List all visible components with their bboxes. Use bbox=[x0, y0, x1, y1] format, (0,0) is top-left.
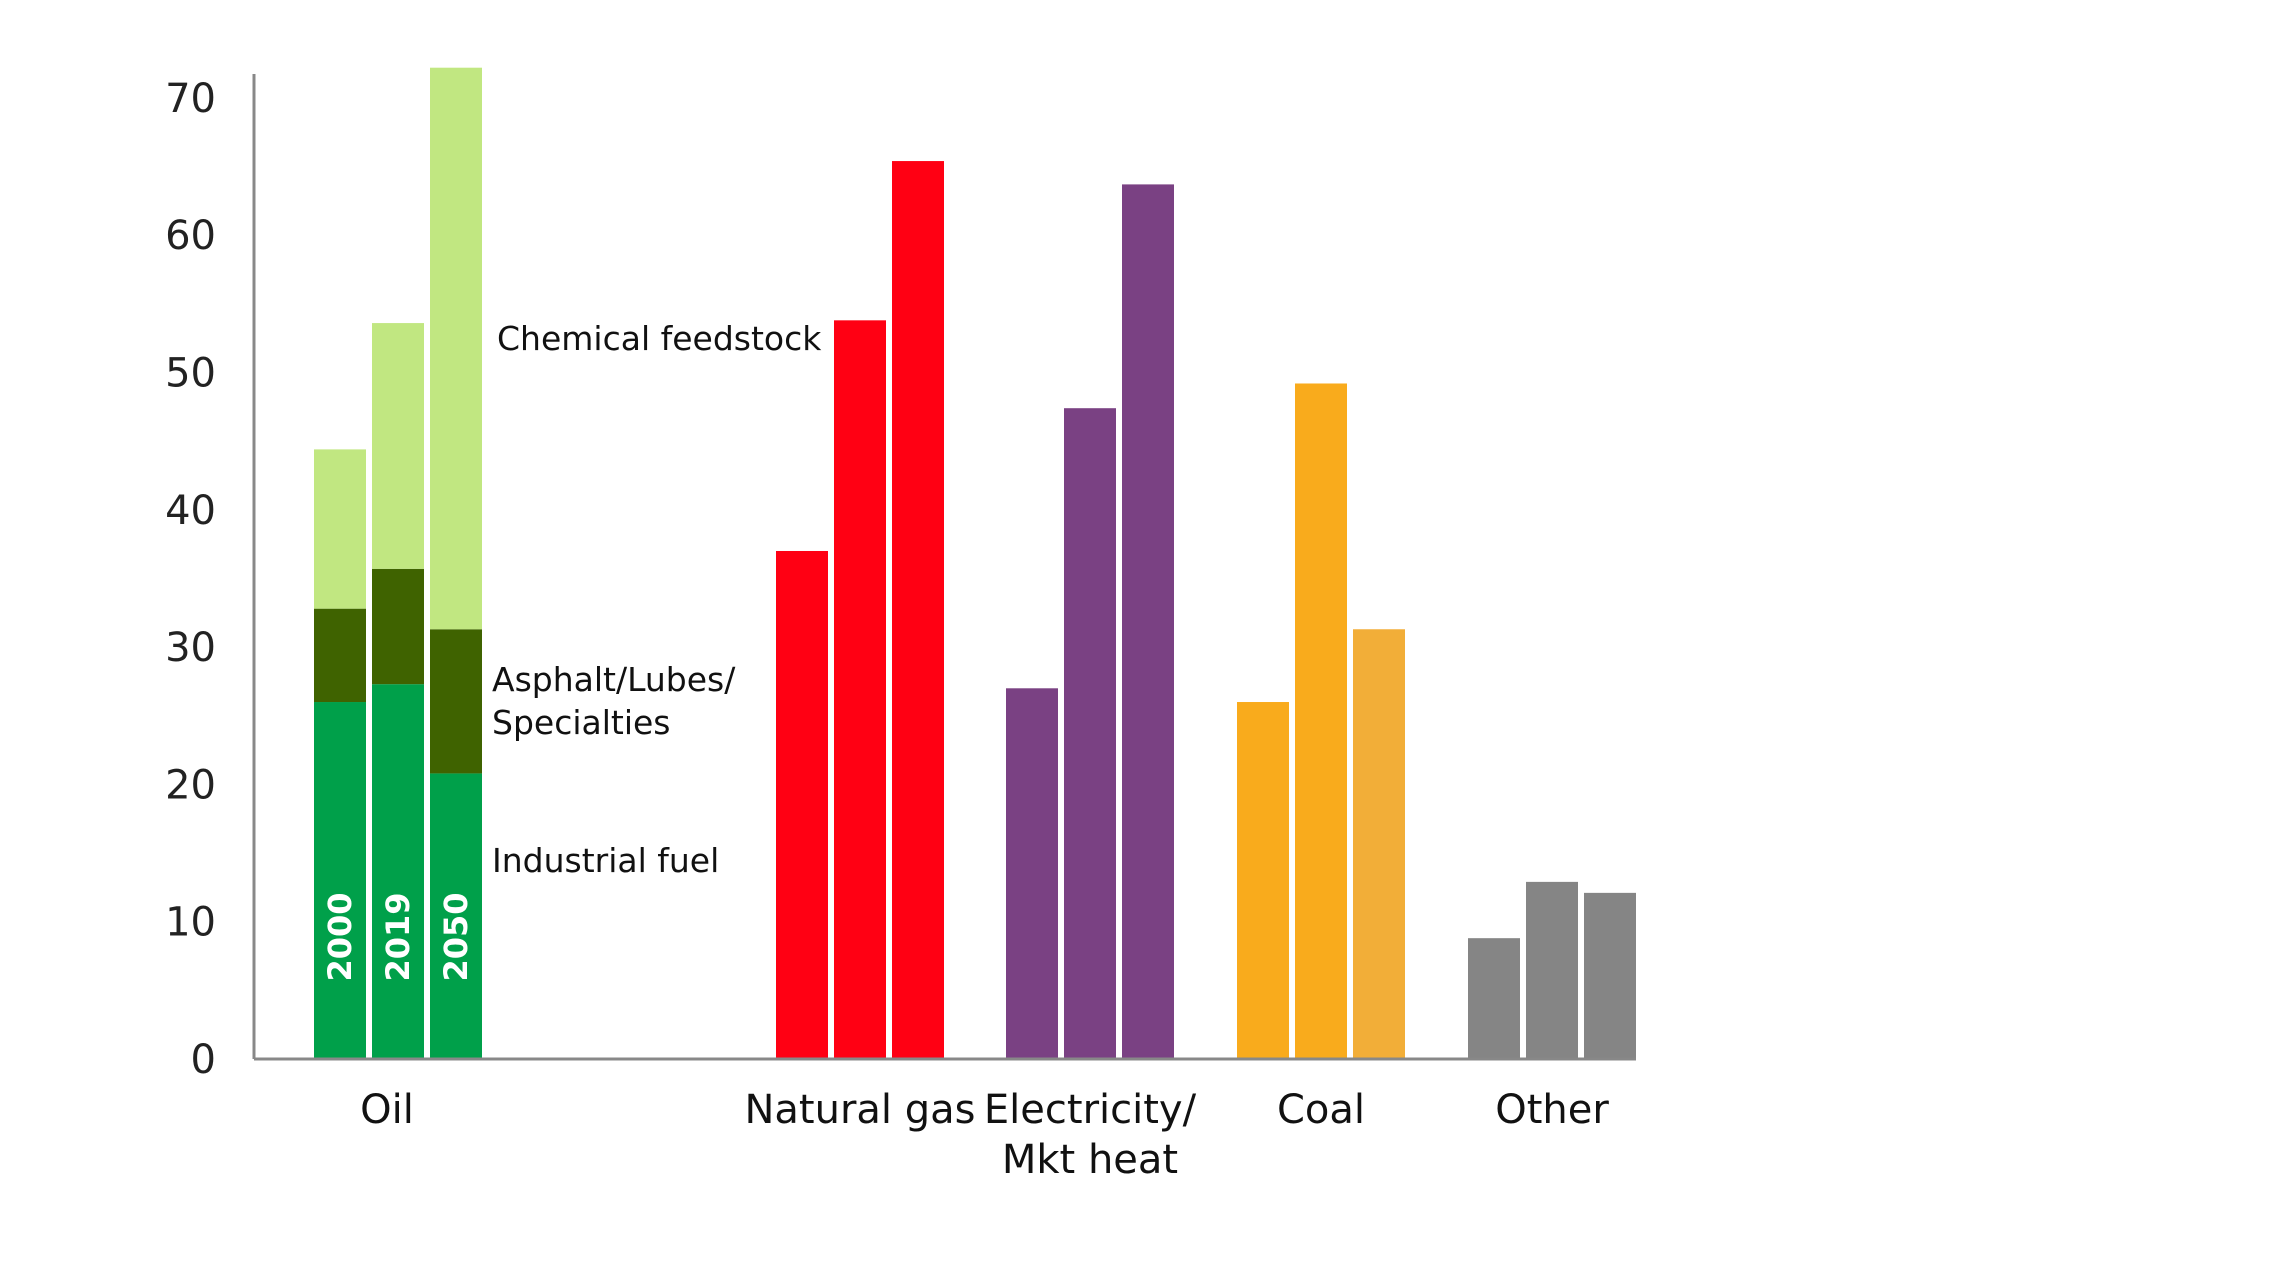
oil-bar-segment-asphalt-lubes-specialties bbox=[372, 568, 424, 685]
year-label: 2050 bbox=[437, 892, 475, 981]
annotation-asphalt-line2: Specialties bbox=[492, 703, 671, 742]
y-tick-label: 60 bbox=[165, 213, 216, 259]
oil-bar-segment-asphalt-lubes-specialties bbox=[430, 629, 482, 774]
oil-bar-segment-asphalt-lubes-specialties bbox=[314, 608, 366, 703]
oil-bar-segment-chemical-feedstock bbox=[314, 449, 366, 609]
labels-layer: 0 10 20 30 40 50 60 70 2000 2019 2050 Oil Chemical f… bbox=[165, 76, 1609, 1183]
bar-other-2050 bbox=[1584, 892, 1636, 1059]
category-label-line: Natural gas bbox=[745, 1087, 976, 1133]
bar-other-2000 bbox=[1468, 938, 1520, 1059]
category-label-line: Electricity/ bbox=[984, 1087, 1197, 1133]
category-label-oil: Oil bbox=[360, 1087, 414, 1133]
oil-bar-segment-chemical-feedstock bbox=[430, 67, 482, 630]
bar-natural-gas-2050 bbox=[892, 161, 944, 1060]
annotation-chemical-feedstock: Chemical feedstock bbox=[497, 319, 822, 358]
category-label-line: Mkt heat bbox=[1002, 1137, 1178, 1183]
bar-electricity-mkt-heat-2000 bbox=[1006, 688, 1058, 1059]
annotation-industrial-fuel: Industrial fuel bbox=[492, 841, 719, 880]
bar-other-2019 bbox=[1526, 881, 1578, 1059]
bar-coal-2050 bbox=[1353, 629, 1405, 1059]
bar-electricity-mkt-heat-2050 bbox=[1122, 184, 1174, 1060]
y-tick-label: 70 bbox=[165, 76, 216, 122]
oil-bar-segment-industrial-fuel bbox=[430, 773, 482, 1059]
annotation-asphalt-line1: Asphalt/Lubes/ bbox=[492, 660, 736, 699]
bar-coal-2019 bbox=[1295, 383, 1347, 1059]
category-label-line: Other bbox=[1495, 1087, 1609, 1133]
bar-coal-2000 bbox=[1237, 702, 1289, 1059]
axes-layer bbox=[252, 74, 1636, 1061]
y-tick-label: 10 bbox=[165, 900, 216, 946]
y-tick-label: 0 bbox=[191, 1037, 216, 1083]
y-tick-label: 30 bbox=[165, 625, 216, 671]
y-tick-label: 40 bbox=[165, 488, 216, 534]
oil-bar-segment-industrial-fuel bbox=[372, 684, 424, 1059]
oil-bar-segment-industrial-fuel bbox=[314, 702, 366, 1059]
year-label: 2019 bbox=[379, 892, 417, 981]
y-tick-label: 50 bbox=[165, 351, 216, 397]
bar-natural-gas-2000 bbox=[776, 550, 828, 1059]
year-label: 2000 bbox=[321, 892, 359, 981]
y-tick-label: 20 bbox=[165, 762, 216, 808]
oil-bar-segment-chemical-feedstock bbox=[372, 323, 424, 569]
bars-layer bbox=[314, 67, 1636, 1060]
bar-electricity-mkt-heat-2019 bbox=[1064, 408, 1116, 1059]
category-label-line: Coal bbox=[1277, 1087, 1365, 1133]
bar-natural-gas-2019 bbox=[834, 320, 886, 1059]
